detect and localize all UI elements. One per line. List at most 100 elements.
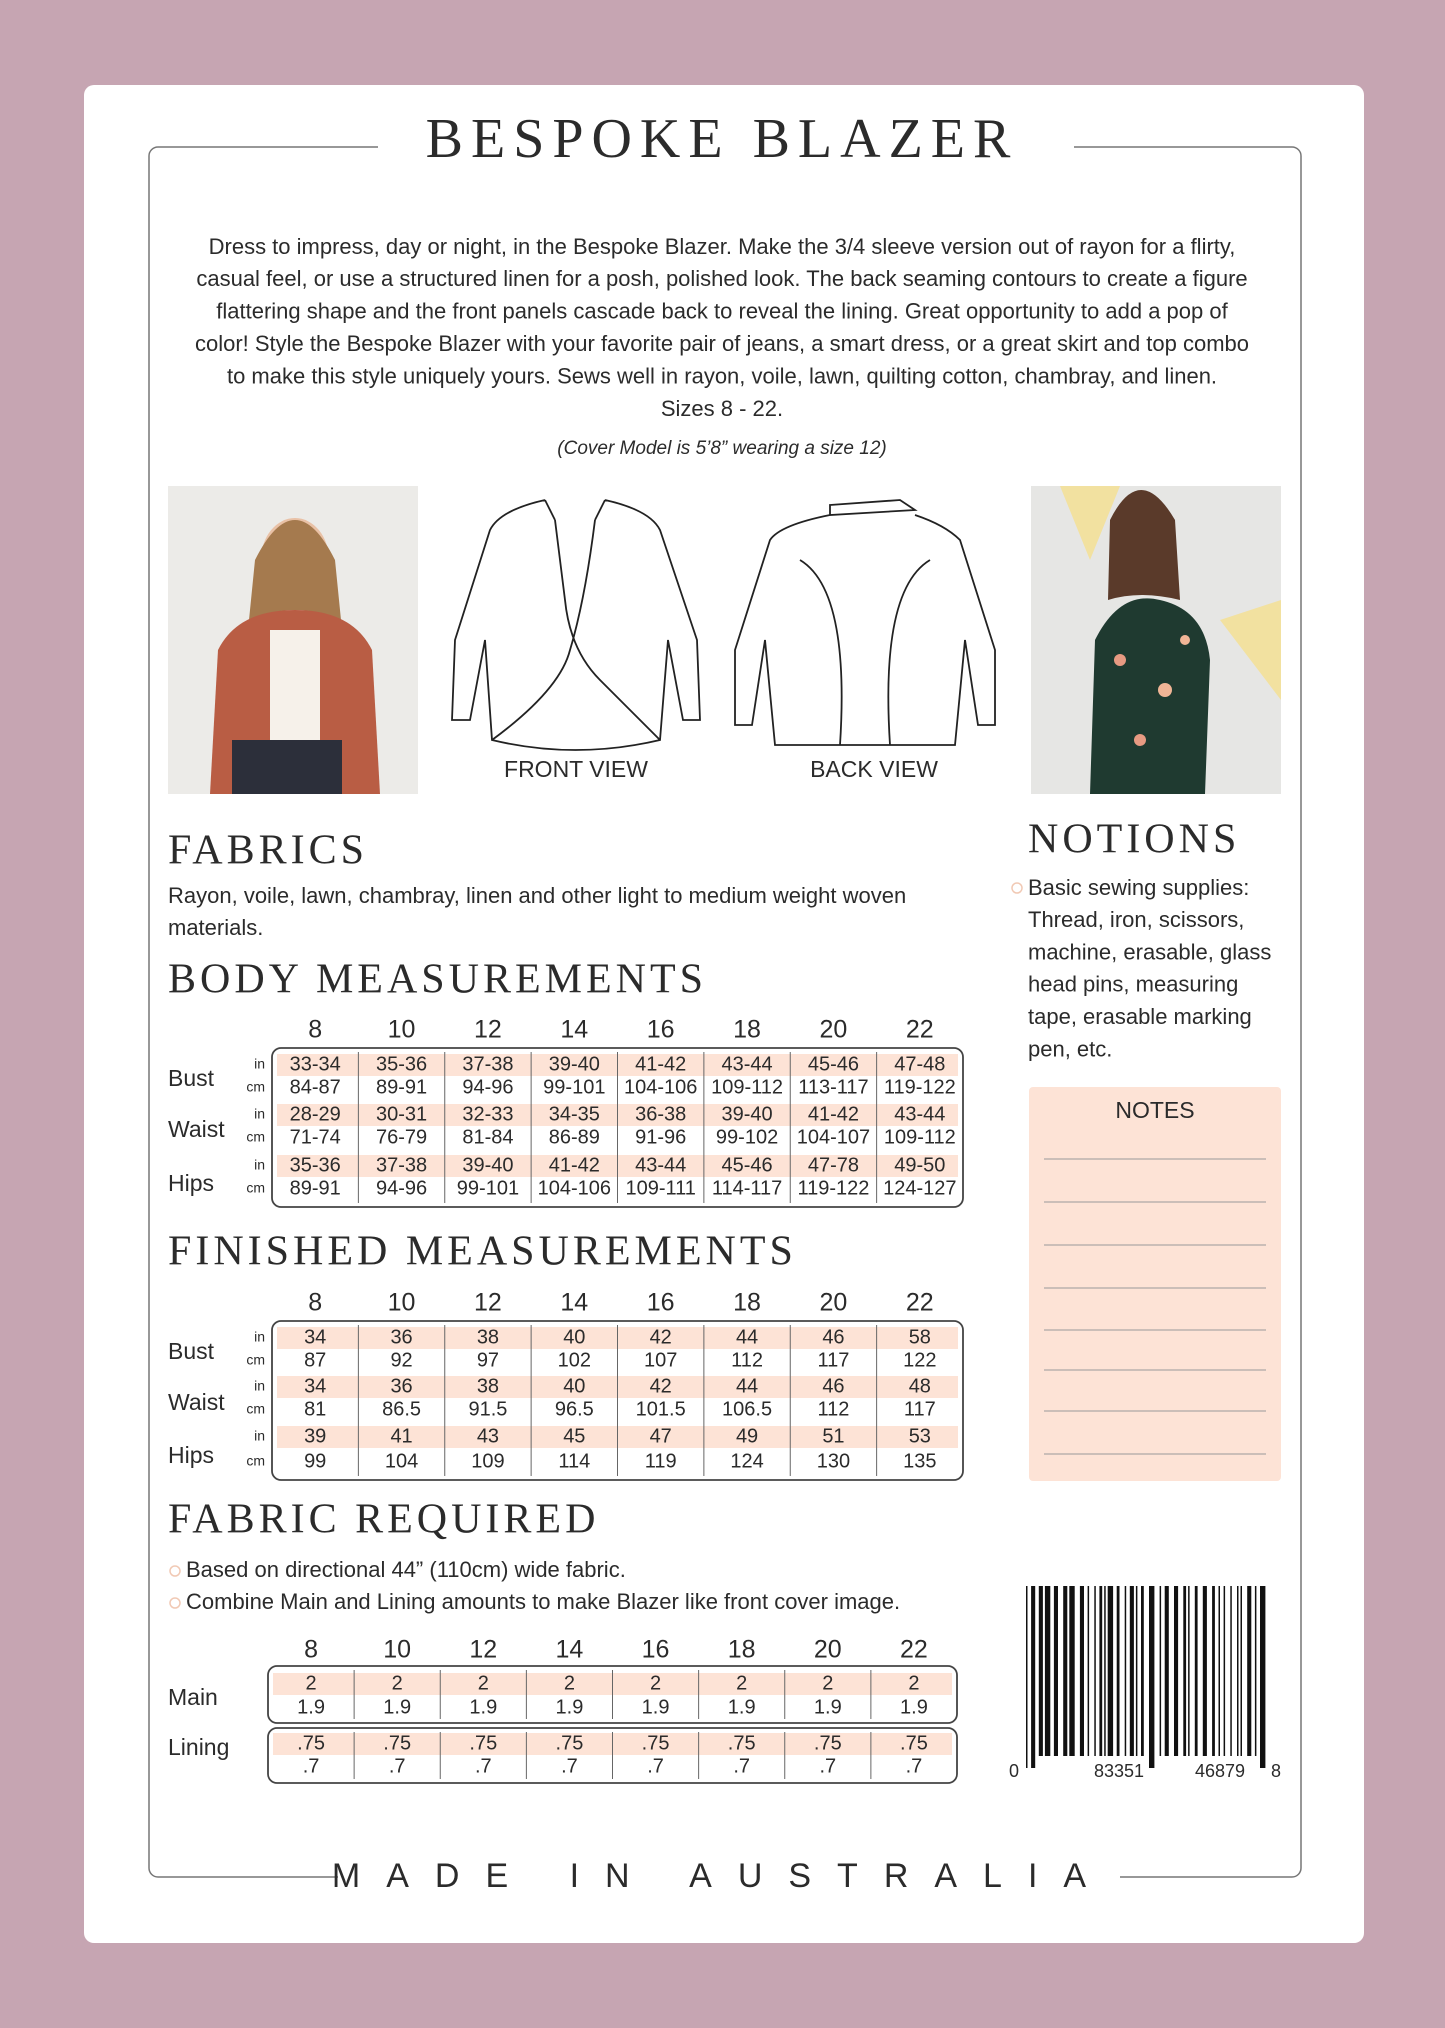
cell: 114 (558, 1450, 590, 1472)
cell: 94-96 (376, 1177, 427, 1199)
unit-label: cm (246, 1129, 265, 1145)
cell: 34-35 (549, 1103, 600, 1125)
barcode-bar (1260, 1586, 1266, 1768)
row-label: Bust (168, 1338, 215, 1364)
barcode-digits: 46879 (1195, 1761, 1245, 1781)
cell: 124 (730, 1450, 763, 1472)
barcode-bar (1107, 1586, 1114, 1756)
cell: 34 (304, 1375, 326, 1397)
cell: 47 (650, 1425, 672, 1447)
cell: 30-31 (376, 1103, 427, 1125)
notions-text: Basic sewing supplies: (1028, 875, 1249, 900)
cover-note: (Cover Model is 5’8” wearing a size 12) (557, 438, 886, 459)
cell: 2 (306, 1672, 317, 1694)
cell: 106.5 (722, 1398, 772, 1420)
unit-label: in (254, 1329, 265, 1345)
view-label: FRONT VIEW (504, 756, 648, 782)
barcode-bar (1087, 1586, 1090, 1756)
unit-label: in (254, 1106, 265, 1122)
cell: 114-117 (712, 1177, 782, 1199)
barcode-bar (1188, 1586, 1190, 1756)
unit-label: in (254, 1378, 265, 1394)
cell: 38 (477, 1375, 499, 1397)
size-header: 20 (820, 1016, 848, 1044)
size-header: 10 (388, 1289, 416, 1317)
cell: 58 (909, 1326, 931, 1348)
barcode-bar (1094, 1586, 1096, 1756)
cell: 92 (390, 1349, 412, 1371)
cell: 34 (304, 1326, 326, 1348)
barcode-bar (1202, 1586, 1207, 1756)
barcode-bar (1141, 1586, 1144, 1756)
cell: 42 (650, 1326, 672, 1348)
cell: 109 (471, 1450, 504, 1472)
unit-label: cm (246, 1401, 265, 1417)
cell: 40 (563, 1326, 585, 1348)
cell: 45-46 (721, 1154, 772, 1176)
barcode-bar (1079, 1586, 1084, 1756)
unit-label: cm (246, 1079, 265, 1095)
barcode-bar (1026, 1586, 1028, 1768)
cell: .75 (728, 1732, 756, 1754)
cell: 124-127 (883, 1177, 956, 1199)
size-header: 18 (733, 1289, 761, 1317)
size-header: 20 (820, 1289, 848, 1317)
notions-text: machine, erasable, glass (1028, 939, 1271, 964)
cell: 117 (817, 1349, 849, 1371)
cell: 2 (564, 1672, 575, 1694)
barcode-bar (1099, 1586, 1103, 1756)
cell: 2 (478, 1672, 489, 1694)
cell: 97 (477, 1349, 499, 1371)
cell: 119-122 (797, 1177, 869, 1199)
notes-box (1029, 1087, 1281, 1481)
barcode-bar (1104, 1586, 1106, 1756)
cell: 39-40 (462, 1154, 513, 1176)
cell: 117 (904, 1398, 936, 1420)
cell: 35-36 (290, 1154, 341, 1176)
footer: MADE IN AUSTRALIA (332, 1857, 1112, 1895)
fabrics-text: Rayon, voile, lawn, chambray, linen and … (168, 883, 906, 908)
cell: 102 (558, 1349, 591, 1371)
cell: 47-48 (894, 1053, 945, 1075)
cell: 94-96 (462, 1076, 513, 1098)
barcode-bar (1135, 1586, 1138, 1756)
unit-label: cm (246, 1352, 265, 1368)
cell: 45-46 (808, 1053, 859, 1075)
notions-text: Thread, iron, scissors, (1028, 907, 1244, 932)
cell: .7 (819, 1755, 836, 1777)
row-label: Hips (168, 1442, 214, 1468)
row-label: Bust (168, 1065, 215, 1091)
cell: 112 (817, 1398, 849, 1420)
description-line: Dress to impress, day or night, in the B… (209, 234, 1236, 259)
unit-label: cm (246, 1453, 265, 1469)
cell: 130 (817, 1450, 850, 1472)
size-header: 10 (383, 1636, 411, 1664)
notions-text: tape, erasable marking (1028, 1004, 1252, 1029)
cell: 33-34 (290, 1053, 341, 1075)
bullet (169, 1597, 181, 1609)
row-label: Waist (168, 1116, 225, 1142)
row-label: Main (168, 1684, 218, 1710)
size-header: 18 (733, 1016, 761, 1044)
size-header: 12 (474, 1016, 502, 1044)
cell: 42 (650, 1375, 672, 1397)
cell: 104-106 (538, 1177, 611, 1199)
cell: 43-44 (635, 1154, 686, 1176)
cell: 1.9 (297, 1696, 325, 1718)
unit-label: in (254, 1428, 265, 1444)
barcode-bar (1149, 1586, 1155, 1768)
cell: .75 (900, 1732, 928, 1754)
cell: .7 (475, 1755, 492, 1777)
barcode-bar (1212, 1586, 1215, 1756)
cell: 119 (645, 1450, 677, 1472)
back-view-drawing (734, 499, 996, 746)
barcode-bar (1223, 1586, 1226, 1756)
barcode-bar (1053, 1586, 1058, 1756)
cell: 86.5 (382, 1398, 421, 1420)
cell: .75 (297, 1732, 325, 1754)
table-border (267, 1665, 958, 1724)
size-header: 8 (304, 1636, 318, 1664)
cell: 37-38 (462, 1053, 513, 1075)
cell: 36 (390, 1326, 412, 1348)
